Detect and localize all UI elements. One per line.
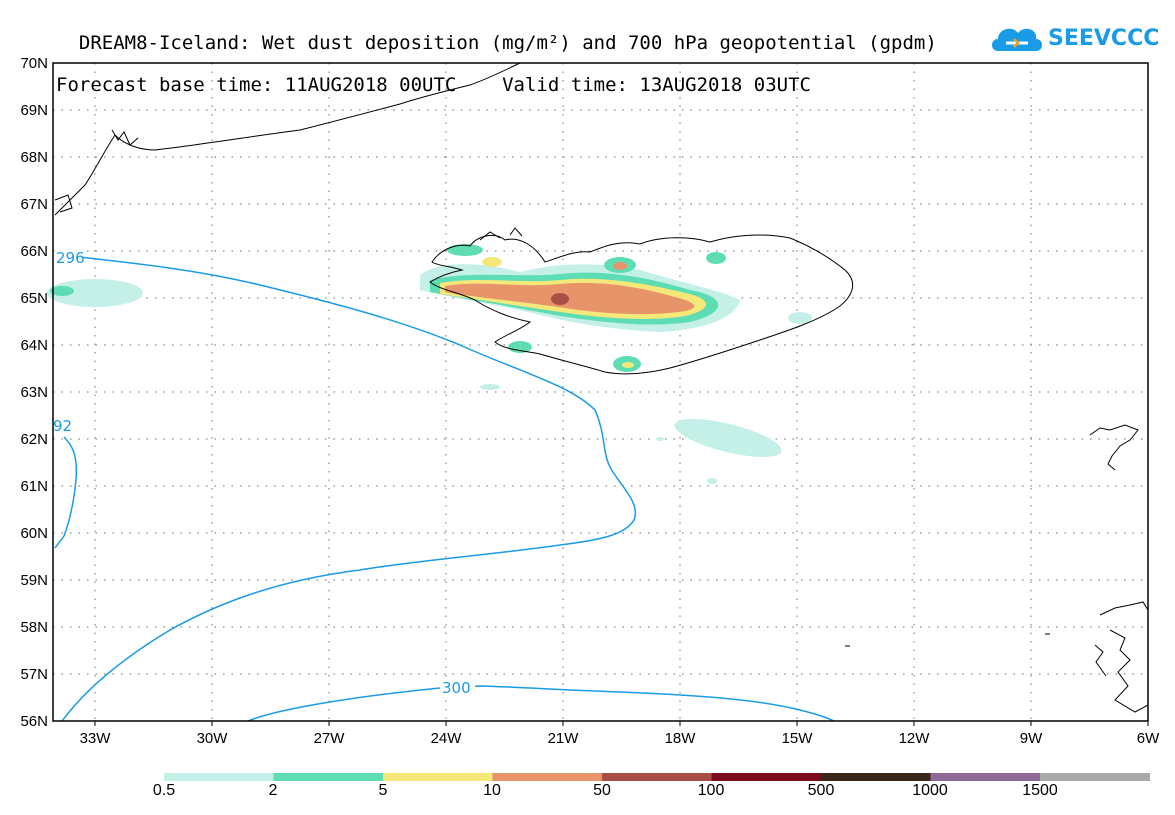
contour-300 [247, 685, 835, 722]
title-line-2: Forecast base time: 11AUG2018 00UTC Vali… [56, 74, 811, 96]
geopotential-contours [54, 256, 835, 722]
seevccc-logo: SEEVCCC [988, 18, 1159, 58]
lat-label: 70N [20, 55, 48, 72]
contour-label-92: 92 [53, 417, 72, 435]
colorbar-label: 2 [268, 782, 278, 799]
dust-patch-south [674, 418, 782, 458]
lat-label: 57N [20, 666, 48, 683]
longitude-labels: 33W 30W 27W 24W 21W 18W 15W 12W 9W 6W [80, 730, 1161, 747]
lat-label: 61N [20, 478, 48, 495]
faroe-coast [1089, 424, 1139, 471]
colorbar-label: 1000 [912, 782, 948, 799]
gridlines [53, 63, 1148, 721]
lat-label: 67N [20, 196, 48, 213]
colorbar [164, 773, 1150, 781]
colorbar-segment [930, 773, 1041, 781]
lat-label: 66N [20, 243, 48, 260]
colorbar-segment [164, 773, 274, 781]
lon-label: 6W [1137, 730, 1160, 747]
lon-label: 9W [1020, 730, 1043, 747]
colorbar-segment [273, 773, 384, 781]
colorbar-label: 50 [593, 782, 611, 799]
cloud-icon [992, 28, 1042, 51]
colorbar-segment [492, 773, 603, 781]
colorbar-segment [383, 773, 493, 781]
lat-label: 65N [20, 290, 48, 307]
colorbar-label: 0.5 [152, 782, 176, 799]
colorbar-segment [602, 773, 712, 781]
logo-text: SEEVCCC [1048, 25, 1160, 51]
lat-label: 64N [20, 337, 48, 354]
lat-label: 56N [20, 713, 48, 730]
colorbar-segment [711, 773, 822, 781]
coastlines [54, 62, 1149, 713]
scotland-coast [1099, 601, 1149, 713]
colorbar-label: 500 [807, 782, 835, 799]
lon-label: 12W [899, 730, 931, 747]
greenland-coast [54, 62, 521, 216]
lat-label: 63N [20, 384, 48, 401]
iceland-coast [429, 234, 854, 375]
lat-label: 62N [20, 431, 48, 448]
colorbar-label: 100 [697, 782, 725, 799]
lon-label: 21W [548, 730, 580, 747]
contour-labels: 296 92 300 [52, 248, 475, 697]
title-line-1: DREAM8-Iceland: Wet dust deposition (mg/… [78, 32, 937, 54]
contour-label-296: 296 [56, 249, 85, 267]
contour-label-300: 300 [442, 679, 471, 697]
lat-label: 60N [20, 525, 48, 542]
lon-label: 33W [80, 730, 112, 747]
colorbar-label: 1500 [1022, 782, 1058, 799]
axis-ticks [94, 721, 1149, 726]
latitude-labels: 70N 69N 68N 67N 66N 65N 64N 63N 62N 61N … [20, 55, 48, 730]
lat-label: 68N [20, 149, 48, 166]
colorbar-segment [1040, 773, 1150, 781]
lon-label: 15W [782, 730, 814, 747]
lon-label: 30W [197, 730, 229, 747]
lat-label: 69N [20, 102, 48, 119]
colorbar-label: 5 [378, 782, 388, 799]
lon-label: 27W [314, 730, 346, 747]
lat-label: 58N [20, 619, 48, 636]
colorbar-segment [821, 773, 931, 781]
lon-label: 24W [431, 730, 463, 747]
lon-label: 18W [665, 730, 697, 747]
lat-label: 59N [20, 572, 48, 589]
map-title: DREAM8-Iceland: Wet dust deposition (mg/… [56, 10, 937, 118]
contour-292 [54, 436, 78, 549]
map-frame [52, 62, 1149, 722]
colorbar-label: 10 [483, 782, 501, 799]
dust-patch-west [47, 279, 143, 307]
contour-296 [61, 256, 637, 722]
dust-deposition-field [47, 244, 812, 484]
